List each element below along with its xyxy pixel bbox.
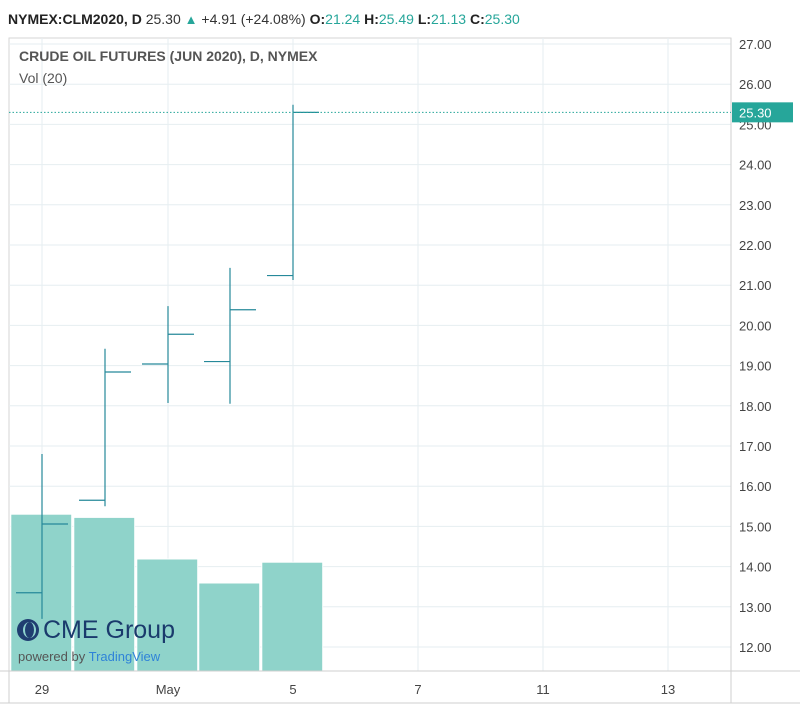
ohlc-bar	[79, 348, 131, 507]
x-tick-label: 13	[661, 682, 675, 697]
y-tick-label: 22.00	[739, 238, 772, 253]
y-tick-label: 12.00	[739, 640, 772, 655]
powered-by: powered by TradingView	[18, 649, 160, 664]
ohlc-bar	[142, 306, 194, 403]
x-tick-label: 5	[289, 682, 296, 697]
symbol-label: NYMEX:CLM2020, D	[8, 11, 142, 27]
y-tick-label: 26.00	[739, 77, 772, 92]
last-price-tag	[732, 102, 793, 123]
y-tick-label: 20.00	[739, 318, 772, 333]
volume-indicator-label[interactable]: Vol (20)	[19, 70, 68, 86]
cme-group-logo[interactable]: CME Group powered by TradingView	[17, 616, 217, 666]
high-label: H:	[364, 11, 379, 27]
powered-by-label: powered by	[18, 649, 86, 664]
brand-wordmark: CME Group	[17, 616, 175, 645]
y-tick-label: 17.00	[739, 439, 772, 454]
ohlc-bar	[204, 267, 256, 404]
open-value: 21.24	[325, 11, 361, 27]
y-tick-label: 24.00	[739, 158, 772, 173]
price-change: +4.91 (+24.08%)	[201, 11, 306, 27]
y-tick-label: 19.00	[739, 359, 772, 374]
low-value: 21.13	[431, 11, 467, 27]
up-arrow-icon: ▲	[184, 12, 198, 27]
y-tick-label: 27.00	[739, 37, 772, 52]
last-price: 25.30	[145, 11, 181, 27]
close-label: C:	[469, 11, 485, 27]
x-tick-label: 29	[35, 682, 49, 697]
low-label: L:	[417, 11, 432, 27]
open-label: O:	[309, 11, 326, 27]
y-tick-label: 13.00	[739, 600, 772, 615]
volume-bar	[73, 516, 136, 672]
ohlc-bar	[267, 104, 319, 280]
volume-bar	[261, 561, 324, 672]
volume-bar	[136, 558, 199, 672]
ohlc-bars	[16, 104, 319, 619]
globe-icon	[17, 619, 39, 641]
provider-name: TradingView	[88, 649, 161, 664]
symbol-header: NYMEX:CLM2020, D 25.30 ▲ +4.91 (+24.08%)…	[8, 8, 520, 30]
brand-name: CME Group	[43, 616, 175, 644]
y-tick-label: 14.00	[739, 560, 772, 575]
y-tick-label: 15.00	[739, 519, 772, 534]
chart-title: CRUDE OIL FUTURES (JUN 2020), D, NYMEX	[19, 48, 318, 64]
x-tick-label: 11	[536, 682, 550, 697]
x-tick-label: May	[156, 682, 181, 697]
ohlc-bar	[16, 454, 68, 619]
y-tick-label: 21.00	[739, 278, 772, 293]
last-price-tag-label: 25.30	[739, 105, 772, 120]
volume-bar	[198, 582, 261, 672]
y-tick-label: 23.00	[739, 198, 772, 213]
chart-axes: 12.00 13.00 14.00 15.00 16.00 17.00 18.00 19.00…	[0, 37, 800, 704]
x-tick-label: 7	[414, 682, 421, 697]
y-tick-label: 18.00	[739, 399, 772, 414]
high-value: 25.49	[378, 11, 414, 27]
close-value: 25.30	[484, 11, 520, 27]
y-tick-label: 16.00	[739, 479, 772, 494]
